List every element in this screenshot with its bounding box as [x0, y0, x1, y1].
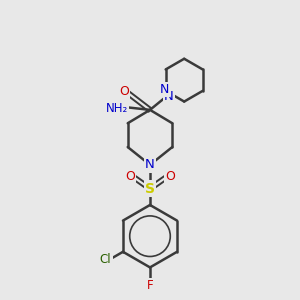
Text: F: F [147, 279, 153, 292]
Text: NH₂: NH₂ [106, 102, 128, 115]
Text: O: O [125, 170, 135, 183]
Text: O: O [119, 85, 129, 98]
Text: S: S [145, 182, 155, 196]
Text: N: N [164, 90, 174, 103]
Text: Cl: Cl [100, 253, 112, 266]
Text: O: O [165, 170, 175, 183]
Text: N: N [145, 158, 155, 171]
Text: N: N [160, 83, 169, 96]
